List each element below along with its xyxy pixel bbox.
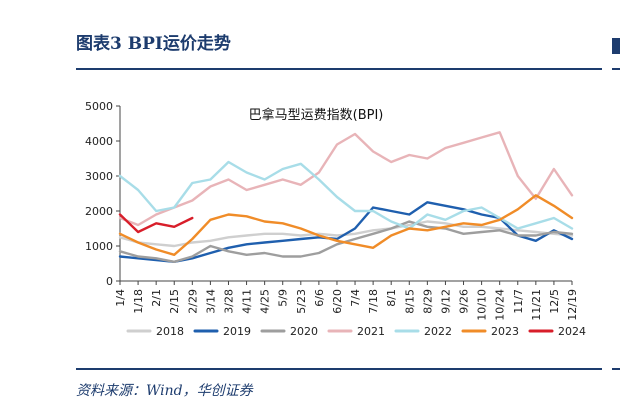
legend-label-2018: 2018 bbox=[156, 325, 184, 338]
source-note: 资料来源：Wind，华创证券 bbox=[76, 383, 253, 399]
edge-rule-top bbox=[612, 68, 620, 70]
x-tick-label-10: 5/23 bbox=[295, 289, 308, 314]
x-tick-label-15: 8/1 bbox=[385, 289, 398, 307]
edge-rule-bottom bbox=[612, 368, 620, 370]
x-tick-label-25: 12/19 bbox=[566, 289, 579, 321]
y-tick-label-1000: 1000 bbox=[85, 240, 113, 253]
x-tick-label-2: 2/1 bbox=[150, 289, 163, 307]
x-tick-label-23: 11/21 bbox=[530, 289, 543, 321]
x-tick-label-18: 9/12 bbox=[439, 289, 452, 314]
x-axis: 1/4 1/18 2/1 2/15 2/29 3/14 3/28 4/11 4/25 5/9 5/2… bbox=[114, 280, 579, 321]
y-tick-label-3000: 3000 bbox=[85, 170, 113, 183]
series-lines bbox=[118, 131, 574, 263]
legend: 2018 2019 2020 2021 2022 2023 2024 bbox=[126, 325, 586, 338]
x-tick-label-16: 8/15 bbox=[403, 289, 416, 314]
x-tick-label-3: 2/15 bbox=[168, 289, 181, 314]
legend-label-2021: 2021 bbox=[357, 325, 385, 338]
edge-title-mark bbox=[612, 38, 620, 54]
figure-title: 图表3 BPI运价走势 bbox=[76, 34, 231, 54]
x-tick-label-8: 4/25 bbox=[259, 289, 272, 314]
x-tick-label-6: 3/28 bbox=[222, 289, 235, 314]
y-axis: 0 1000 2000 3000 4000 5000 bbox=[85, 100, 121, 288]
title-rule bbox=[76, 68, 602, 70]
x-tick-label-12: 6/20 bbox=[331, 289, 344, 314]
series-line-2021 bbox=[118, 131, 574, 227]
legend-label-2019: 2019 bbox=[223, 325, 251, 338]
x-tick-label-14: 7/18 bbox=[367, 289, 380, 314]
y-tick-label-4000: 4000 bbox=[85, 135, 113, 148]
legend-label-2022: 2022 bbox=[424, 325, 452, 338]
legend-label-2023: 2023 bbox=[491, 325, 519, 338]
source-rule bbox=[76, 368, 602, 370]
x-tick-label-24: 12/5 bbox=[548, 289, 561, 314]
x-tick-label-21: 10/24 bbox=[494, 289, 507, 321]
x-tick-label-1: 1/18 bbox=[132, 289, 145, 314]
y-tick-label-5000: 5000 bbox=[85, 100, 113, 113]
legend-label-2020: 2020 bbox=[290, 325, 318, 338]
x-tick-label-13: 7/4 bbox=[349, 289, 362, 307]
legend-label-2024: 2024 bbox=[558, 325, 586, 338]
x-tick-label-0: 1/4 bbox=[114, 289, 127, 307]
series-line-2023 bbox=[118, 194, 574, 257]
x-tick-label-20: 10/10 bbox=[476, 289, 489, 321]
x-tick-label-22: 11/7 bbox=[512, 289, 525, 314]
x-tick-label-9: 5/9 bbox=[277, 289, 290, 307]
x-tick-label-19: 9/26 bbox=[458, 289, 471, 314]
series-line-2024 bbox=[118, 213, 194, 234]
x-tick-label-7: 4/11 bbox=[241, 289, 254, 314]
series-line-2022 bbox=[118, 160, 574, 230]
y-tick-label-0: 0 bbox=[106, 275, 113, 288]
x-tick-label-11: 6/6 bbox=[313, 289, 326, 307]
x-tick-label-5: 3/14 bbox=[204, 289, 217, 314]
x-tick-label-17: 8/29 bbox=[421, 289, 434, 314]
x-tick-label-4: 2/29 bbox=[186, 289, 199, 314]
chart-title: 巴拿马型运费指数(BPI) bbox=[249, 107, 384, 123]
y-tick-label-2000: 2000 bbox=[85, 205, 113, 218]
